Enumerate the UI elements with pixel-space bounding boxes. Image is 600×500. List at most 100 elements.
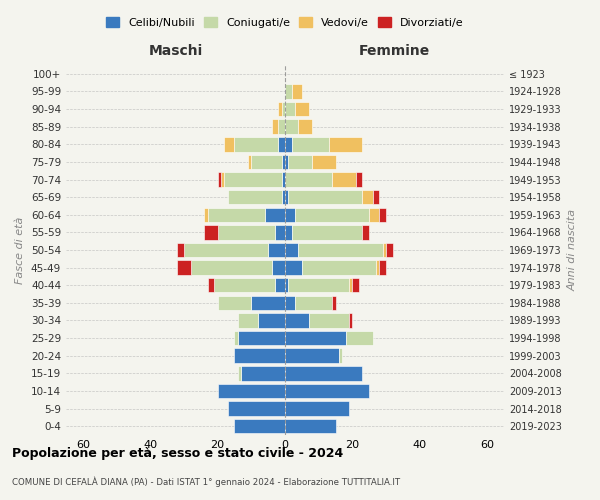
Bar xyxy=(373,190,379,204)
Bar xyxy=(228,190,281,204)
Bar xyxy=(352,278,359,292)
Bar xyxy=(235,419,285,434)
Bar xyxy=(285,348,339,363)
Bar xyxy=(386,243,393,257)
Bar xyxy=(238,366,241,380)
Bar xyxy=(218,225,275,240)
Bar xyxy=(349,278,352,292)
Bar xyxy=(362,190,373,204)
Bar xyxy=(362,225,369,240)
Bar xyxy=(208,208,265,222)
Text: COMUNE DI CEFALÀ DIANA (PA) - Dati ISTAT 1° gennaio 2024 - Elaborazione TUTTITAL: COMUNE DI CEFALÀ DIANA (PA) - Dati ISTAT… xyxy=(12,476,400,487)
Bar xyxy=(218,296,251,310)
Bar xyxy=(312,154,335,169)
Bar xyxy=(265,208,285,222)
Bar xyxy=(272,260,285,275)
Bar xyxy=(298,243,383,257)
Y-axis label: Anni di nascita: Anni di nascita xyxy=(567,209,577,291)
Bar xyxy=(332,296,335,310)
Bar xyxy=(204,225,218,240)
Bar xyxy=(221,172,224,186)
Bar xyxy=(346,331,373,345)
Bar xyxy=(285,314,308,328)
Bar xyxy=(285,243,298,257)
Bar xyxy=(285,208,295,222)
Bar xyxy=(238,314,258,328)
Bar xyxy=(285,331,346,345)
Bar xyxy=(281,172,285,186)
Bar xyxy=(295,296,332,310)
Bar xyxy=(383,243,386,257)
Bar xyxy=(285,172,332,186)
Bar xyxy=(258,314,285,328)
Bar xyxy=(184,243,268,257)
Bar xyxy=(285,102,295,117)
Bar xyxy=(295,102,308,117)
Bar xyxy=(285,137,292,152)
Bar xyxy=(292,137,329,152)
Bar xyxy=(177,243,184,257)
Bar xyxy=(228,402,285,416)
Bar xyxy=(379,260,386,275)
Bar xyxy=(285,366,362,380)
Bar xyxy=(281,154,285,169)
Bar xyxy=(356,172,362,186)
Bar xyxy=(285,278,289,292)
Bar xyxy=(292,84,302,98)
Bar xyxy=(302,260,376,275)
Legend: Celibi/Nubili, Coniugati/e, Vedovi/e, Divorziati/e: Celibi/Nubili, Coniugati/e, Vedovi/e, Di… xyxy=(104,15,466,30)
Bar xyxy=(278,137,285,152)
Bar xyxy=(329,137,362,152)
Bar xyxy=(281,102,285,117)
Bar xyxy=(272,120,278,134)
Bar xyxy=(289,278,349,292)
Bar xyxy=(332,172,356,186)
Bar xyxy=(379,208,386,222)
Bar xyxy=(235,348,285,363)
Bar xyxy=(285,120,298,134)
Bar xyxy=(235,137,278,152)
Bar xyxy=(285,296,295,310)
Bar xyxy=(292,225,362,240)
Bar xyxy=(191,260,272,275)
Bar xyxy=(275,278,285,292)
Bar xyxy=(238,331,285,345)
Bar xyxy=(289,190,362,204)
Bar xyxy=(285,84,292,98)
Bar xyxy=(298,120,312,134)
Bar xyxy=(285,225,292,240)
Bar xyxy=(285,419,335,434)
Bar xyxy=(308,314,349,328)
Bar xyxy=(285,260,302,275)
Bar xyxy=(177,260,191,275)
Bar xyxy=(248,154,251,169)
Bar xyxy=(251,154,281,169)
Bar xyxy=(285,154,289,169)
Bar xyxy=(281,190,285,204)
Bar xyxy=(224,172,281,186)
Bar xyxy=(275,225,285,240)
Text: Popolazione per età, sesso e stato civile - 2024: Popolazione per età, sesso e stato civil… xyxy=(12,448,343,460)
Bar xyxy=(268,243,285,257)
Bar xyxy=(204,208,208,222)
Bar xyxy=(295,208,369,222)
Bar xyxy=(278,120,285,134)
Bar xyxy=(235,331,238,345)
Y-axis label: Fasce di età: Fasce di età xyxy=(16,216,25,284)
Bar xyxy=(224,137,235,152)
Bar xyxy=(285,384,369,398)
Bar xyxy=(285,402,349,416)
Bar xyxy=(339,348,342,363)
Bar xyxy=(285,190,289,204)
Text: Femmine: Femmine xyxy=(359,44,430,58)
Bar xyxy=(214,278,275,292)
Text: Maschi: Maschi xyxy=(148,44,203,58)
Bar xyxy=(349,314,352,328)
Bar xyxy=(289,154,312,169)
Bar xyxy=(218,172,221,186)
Bar xyxy=(218,384,285,398)
Bar xyxy=(369,208,379,222)
Bar xyxy=(251,296,285,310)
Bar xyxy=(278,102,281,117)
Bar xyxy=(241,366,285,380)
